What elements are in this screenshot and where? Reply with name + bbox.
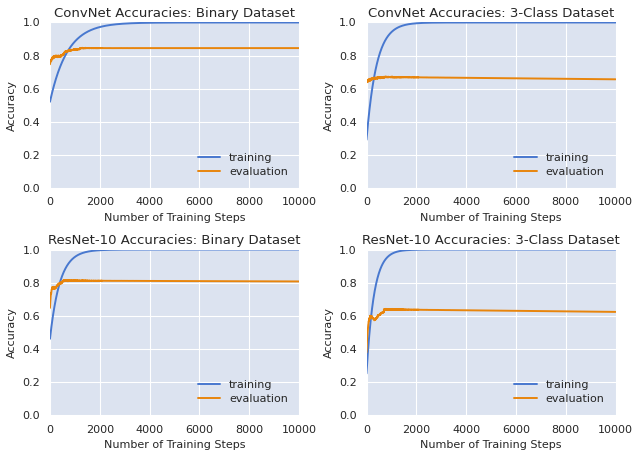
training xyxy=(167,247,175,252)
evaluation xyxy=(477,75,485,81)
training xyxy=(161,20,168,25)
Line: training: training xyxy=(367,250,616,373)
training xyxy=(559,247,566,252)
evaluation xyxy=(288,279,296,284)
training xyxy=(363,371,371,376)
training xyxy=(484,247,492,252)
X-axis label: Number of Training Steps: Number of Training Steps xyxy=(420,440,562,450)
training xyxy=(612,247,620,252)
X-axis label: Number of Training Steps: Number of Training Steps xyxy=(104,213,245,223)
evaluation xyxy=(376,312,383,318)
Legend: training, evaluation: training, evaluation xyxy=(193,375,294,409)
training xyxy=(242,20,250,25)
evaluation xyxy=(288,279,296,284)
training xyxy=(59,58,67,64)
evaluation xyxy=(559,76,566,81)
evaluation xyxy=(59,278,67,284)
X-axis label: Number of Training Steps: Number of Training Steps xyxy=(420,213,562,223)
training xyxy=(288,247,296,252)
Line: evaluation: evaluation xyxy=(367,76,616,82)
Line: training: training xyxy=(367,22,616,140)
evaluation xyxy=(295,279,303,284)
training xyxy=(46,99,54,105)
training xyxy=(611,247,619,252)
training xyxy=(295,20,303,25)
training xyxy=(167,20,175,25)
Y-axis label: Accuracy: Accuracy xyxy=(7,307,17,358)
Legend: training, evaluation: training, evaluation xyxy=(509,148,610,182)
Line: training: training xyxy=(50,250,299,339)
Y-axis label: Accuracy: Accuracy xyxy=(323,80,333,131)
training xyxy=(376,53,383,58)
evaluation xyxy=(167,45,175,51)
evaluation xyxy=(559,308,566,314)
training xyxy=(477,247,485,252)
evaluation xyxy=(46,305,54,311)
Line: evaluation: evaluation xyxy=(367,309,616,352)
Line: evaluation: evaluation xyxy=(50,48,299,64)
evaluation xyxy=(363,350,371,355)
Y-axis label: Accuracy: Accuracy xyxy=(323,307,333,358)
training xyxy=(242,247,250,252)
training xyxy=(161,247,168,252)
evaluation xyxy=(363,80,371,85)
evaluation xyxy=(288,45,296,51)
X-axis label: Number of Training Steps: Number of Training Steps xyxy=(104,440,245,450)
evaluation xyxy=(82,45,90,51)
evaluation xyxy=(484,308,492,313)
Title: ConvNet Accuracies: Binary Dataset: ConvNet Accuracies: Binary Dataset xyxy=(54,7,295,20)
evaluation xyxy=(243,45,250,51)
evaluation xyxy=(161,278,168,284)
training xyxy=(376,270,383,275)
evaluation xyxy=(295,45,303,51)
evaluation xyxy=(288,45,296,51)
evaluation xyxy=(46,62,54,67)
training xyxy=(46,336,54,341)
evaluation xyxy=(605,309,612,314)
Title: ResNet-10 Accuracies: Binary Dataset: ResNet-10 Accuracies: Binary Dataset xyxy=(48,234,301,247)
evaluation xyxy=(605,76,612,82)
evaluation xyxy=(612,77,620,82)
training xyxy=(295,247,303,252)
Y-axis label: Accuracy: Accuracy xyxy=(7,80,17,131)
evaluation xyxy=(605,309,612,314)
evaluation xyxy=(382,306,390,312)
training xyxy=(559,20,566,25)
Legend: training, evaluation: training, evaluation xyxy=(509,375,610,409)
evaluation xyxy=(612,309,620,314)
training xyxy=(288,20,296,25)
training xyxy=(604,247,612,252)
evaluation xyxy=(72,277,79,283)
evaluation xyxy=(243,278,250,284)
Title: ResNet-10 Accuracies: 3-Class Dataset: ResNet-10 Accuracies: 3-Class Dataset xyxy=(362,234,620,247)
training xyxy=(612,20,620,25)
training xyxy=(288,247,296,252)
training xyxy=(477,20,485,25)
training xyxy=(484,20,492,25)
evaluation xyxy=(167,278,175,284)
evaluation xyxy=(376,75,383,80)
training xyxy=(363,137,371,143)
Line: evaluation: evaluation xyxy=(50,280,299,308)
Title: ConvNet Accuracies: 3-Class Dataset: ConvNet Accuracies: 3-Class Dataset xyxy=(368,7,614,20)
evaluation xyxy=(477,308,485,313)
evaluation xyxy=(484,75,492,81)
evaluation xyxy=(605,76,612,82)
training xyxy=(288,20,296,25)
Legend: training, evaluation: training, evaluation xyxy=(193,148,294,182)
evaluation xyxy=(382,74,390,79)
evaluation xyxy=(161,45,168,51)
evaluation xyxy=(59,52,67,58)
training xyxy=(605,20,612,25)
training xyxy=(604,20,612,25)
Line: training: training xyxy=(50,22,299,102)
training xyxy=(605,247,612,252)
training xyxy=(59,272,67,277)
